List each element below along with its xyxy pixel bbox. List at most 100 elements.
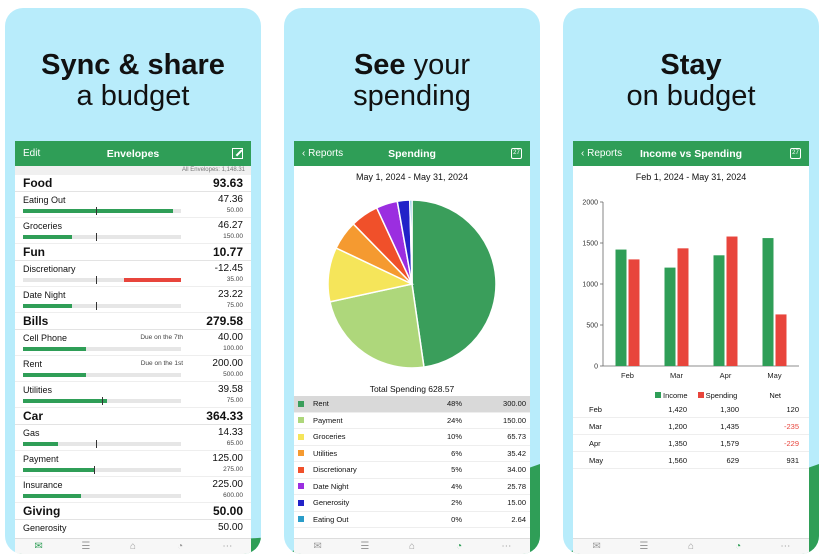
month-row[interactable]: Apr 1,350 1,579 -229 (573, 435, 809, 452)
pie-slice-payment[interactable] (329, 283, 425, 369)
group-name: Bills (23, 314, 49, 328)
phone-screen: ‹ Reports Income vs Spending 27 Feb 1, 2… (573, 141, 809, 554)
group-total: 279.58 (206, 314, 243, 328)
envelope-group-row[interactable]: Fun 10.77 (15, 244, 251, 261)
pie-slice-eating-out[interactable] (409, 199, 413, 285)
income-value: 1,420 (668, 404, 687, 414)
category-percent: 2% (451, 498, 462, 508)
bar-income-apr[interactable] (713, 255, 725, 366)
pie-slice-rent[interactable] (411, 199, 497, 368)
envelope-row[interactable]: Groceries 46.27 150.00 (15, 218, 251, 244)
bar-income-mar[interactable] (664, 267, 676, 366)
envelope-group-row[interactable]: Car 364.33 (15, 408, 251, 425)
month-row[interactable]: Feb 1,420 1,300 120 (573, 401, 809, 418)
spending-pie-chart (294, 184, 530, 384)
tab-more[interactable]: ⋯More (204, 539, 251, 554)
progress-fill (23, 399, 107, 403)
edit-button[interactable]: Edit (23, 148, 41, 159)
bar-spending-mar[interactable] (677, 248, 689, 366)
group-name: Car (23, 409, 44, 423)
envelope-budget: 50.00 (226, 207, 243, 214)
tab-transactions[interactable]: ☰Transactions (62, 539, 109, 554)
progress-fill (23, 468, 95, 472)
category-row[interactable]: Eating Out 0% 2.64 (294, 512, 530, 528)
calendar-icon[interactable]: 27 (511, 148, 522, 159)
envelope-row[interactable]: Insurance 225.00 600.00 (15, 477, 251, 503)
tab-reports[interactable]: ◔Reports (157, 539, 204, 554)
headline: See your spending (284, 50, 540, 112)
envelope-amount: -12.45 (214, 263, 243, 274)
envelope-group-row[interactable]: Food 93.63 (15, 175, 251, 192)
tab-accounts[interactable]: ⌂Accounts (109, 539, 156, 554)
tab-accounts[interactable]: ⌂Accounts (388, 539, 435, 554)
tab-reports[interactable]: ◔Reports (436, 539, 483, 554)
month-row[interactable]: May 1,560 629 931 (573, 452, 809, 469)
envelope-group-row[interactable]: Bills 279.58 (15, 313, 251, 330)
category-name: Utilities (313, 448, 338, 458)
x-tick-label: Feb (621, 371, 634, 380)
bar-income-may[interactable] (762, 238, 774, 366)
tab-transactions[interactable]: ☰Transactions (341, 539, 388, 554)
tab-envelopes[interactable]: ✉Envelopes (15, 539, 62, 554)
calendar-icon[interactable]: 27 (790, 148, 801, 159)
category-name: Generosity (313, 498, 350, 508)
category-amount: 65.73 (507, 432, 526, 442)
progress-track (23, 207, 181, 215)
tab-more[interactable]: ⋯More (483, 539, 530, 554)
progress-tick (95, 302, 97, 310)
tab-transactions[interactable]: ☰Transactions (620, 539, 667, 554)
category-row[interactable]: Discretionary 5% 34.00 (294, 462, 530, 479)
envelope-amount: 225.00 (212, 479, 243, 490)
total-spending: Total Spending 628.57 (369, 384, 455, 394)
phone-screen: ‹ Reports Spending 27 May 1, 2024 - May … (294, 141, 530, 554)
envelope-row[interactable]: Eating Out 47.36 50.00 (15, 192, 251, 218)
legend-spending: Spending (697, 390, 738, 400)
tab-accounts[interactable]: ⌂Accounts (667, 539, 714, 554)
category-row[interactable]: Generosity 2% 15.00 (294, 495, 530, 512)
back-button[interactable]: ‹ Reports (302, 148, 344, 159)
category-name: Eating Out (313, 514, 349, 524)
category-row[interactable]: Utilities 6% 35.42 (294, 446, 530, 462)
month-row[interactable]: Mar 1,200 1,435 -235 (573, 418, 809, 435)
envelope-group-row[interactable]: Giving 50.00 (15, 503, 251, 520)
envelope-row[interactable]: Utilities 39.58 75.00 (15, 382, 251, 408)
category-amount: 15.00 (507, 498, 526, 508)
net-value: -235 (783, 421, 799, 431)
bar-spending-feb[interactable] (628, 259, 640, 366)
compose-icon[interactable] (232, 148, 243, 159)
tab-envelopes[interactable]: ✉Envelopes (573, 539, 620, 554)
income-value: 1,200 (668, 421, 687, 431)
envelope-budget: 100.00 (223, 345, 243, 352)
progress-track (23, 466, 181, 474)
envelope-row[interactable]: Discretionary -12.45 35.00 (15, 261, 251, 287)
envelope-budget: 35.00 (226, 276, 243, 283)
accounts-icon: ⌂ (129, 541, 137, 552)
back-button[interactable]: ‹ Reports (581, 148, 623, 159)
bar-spending-may[interactable] (775, 314, 787, 366)
envelope-row[interactable]: Cell Phone Due on the 7th 40.00 100.00 (15, 330, 251, 356)
legend-label: Income (663, 390, 688, 400)
phone-screen: Edit Envelopes All Envelopes: 1,148.31 F… (15, 141, 251, 554)
tab-reports[interactable]: ◔Reports (715, 539, 762, 554)
envelope-name: Groceries (23, 221, 63, 231)
bar-income-feb[interactable] (615, 249, 627, 366)
tab-envelopes[interactable]: ✉Envelopes (294, 539, 341, 554)
envelope-row[interactable]: Payment 125.00 275.00 (15, 451, 251, 477)
group-name: Fun (23, 245, 45, 259)
category-row[interactable]: Payment 24% 150.00 (294, 413, 530, 429)
category-row[interactable]: Groceries 10% 65.73 (294, 429, 530, 446)
envelope-row[interactable]: Date Night 23.22 75.00 (15, 287, 251, 313)
legend-label: Spending (705, 390, 738, 400)
category-row[interactable]: Date Night 4% 25.78 (294, 479, 530, 495)
envelope-row[interactable]: Rent Due on the 1st 200.00 500.00 (15, 356, 251, 382)
category-row[interactable]: Rent 48% 300.00 (294, 396, 530, 413)
headline: Sync & share a budget (5, 50, 261, 112)
tab-more[interactable]: ⋯More (762, 539, 809, 554)
envelope-name: Payment (23, 454, 59, 464)
income-spending-table: Feb 1,420 1,300 120 Mar 1,200 1,435 -235 A… (573, 401, 809, 469)
headline-bold: See (353, 49, 406, 81)
month-label: Apr (589, 438, 601, 448)
bar-spending-apr[interactable] (726, 236, 738, 366)
progress-tick (95, 440, 97, 448)
envelope-row[interactable]: Gas 14.33 65.00 (15, 425, 251, 451)
